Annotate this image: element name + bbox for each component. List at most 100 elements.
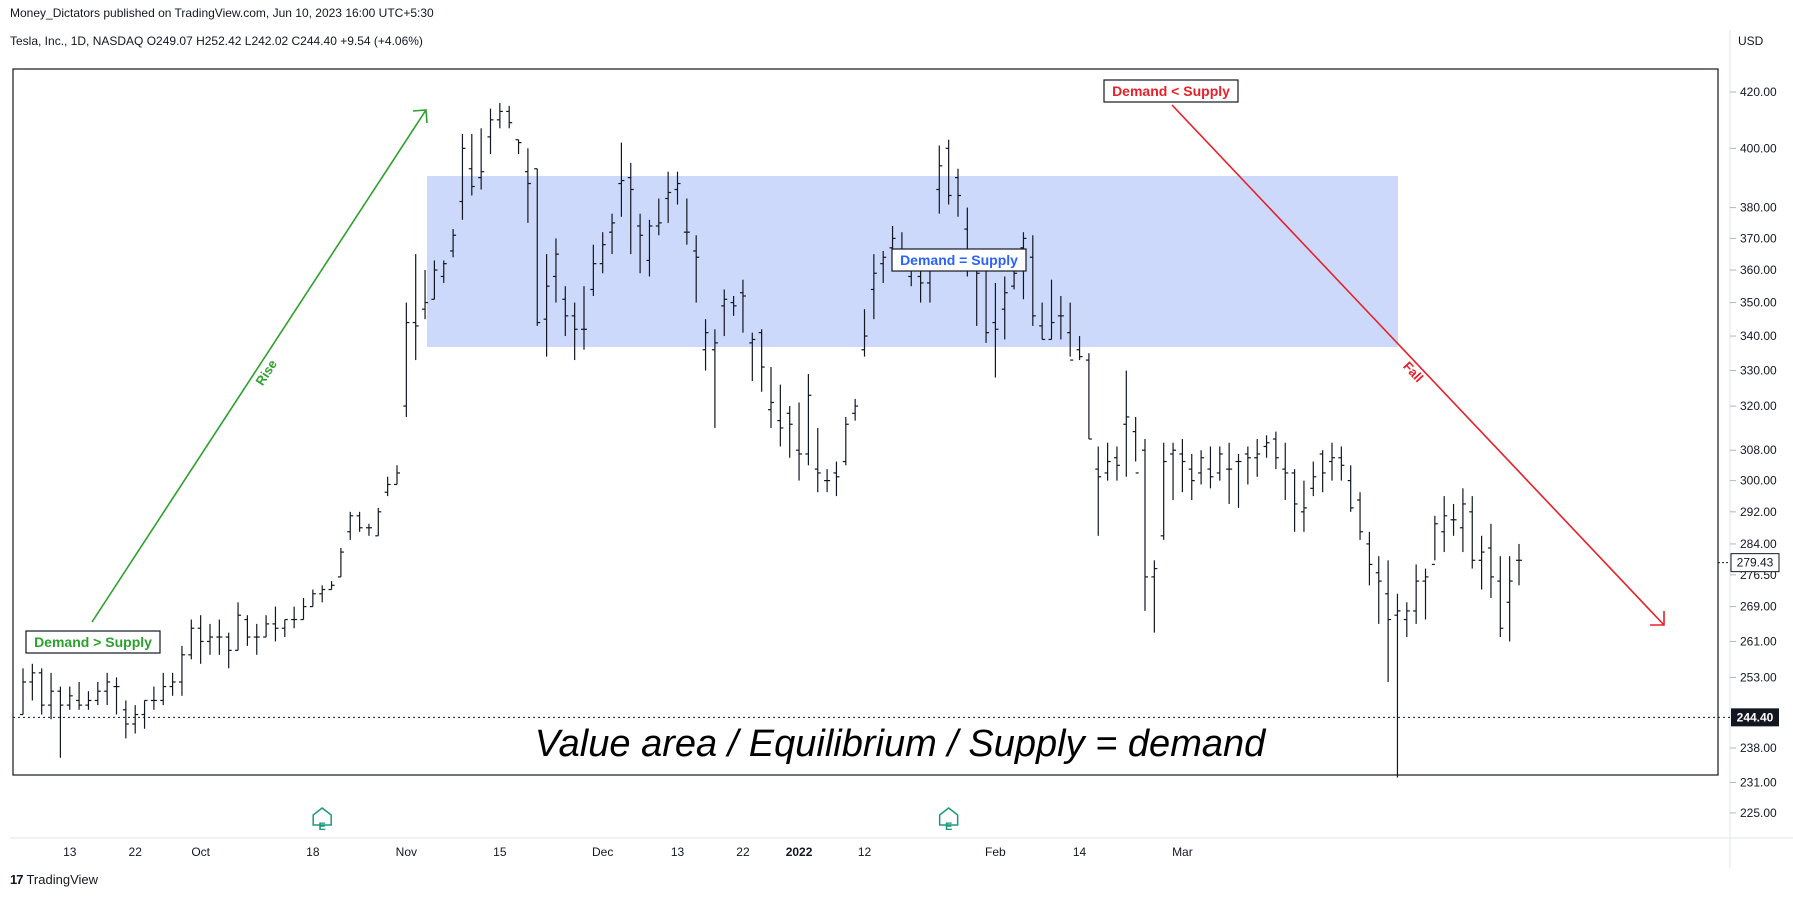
ohlc-bar — [571, 302, 578, 361]
ohlc-bar — [1057, 295, 1064, 340]
earnings-marker-label: E — [945, 821, 952, 833]
fall-arrow — [1171, 104, 1665, 626]
current-price-badge[interactable] — [1731, 708, 1779, 727]
currency-label[interactable]: USD — [1738, 34, 1764, 48]
ohlc-bar — [1048, 279, 1055, 341]
ohlc-bar — [581, 286, 587, 350]
ohlc-bar — [992, 282, 999, 378]
ohlc-bar — [1459, 488, 1466, 553]
ohlc-bar — [94, 681, 101, 706]
ohlc-bar — [150, 686, 157, 710]
x-tick-label: 22 — [736, 845, 750, 859]
ohlc-bar — [646, 219, 653, 277]
ohlc-bar — [955, 168, 961, 217]
ohlc-bar — [1132, 416, 1139, 474]
ohlc-bar — [805, 374, 812, 466]
ohlc-bar — [1366, 531, 1373, 586]
ohlc-bar — [459, 134, 466, 220]
ohlc-bar — [1422, 568, 1429, 620]
ohlc-bar — [824, 469, 831, 493]
ohlc-bar — [609, 213, 616, 255]
ohlc-bar — [1198, 450, 1205, 485]
ohlc-bar — [412, 254, 419, 361]
ohlc-bar — [721, 289, 728, 337]
x-tick-label: 14 — [1073, 845, 1087, 859]
ohlc-bar — [543, 254, 550, 357]
ohlc-bar — [627, 162, 634, 255]
ohlc-bar — [440, 260, 447, 283]
ohlc-bar — [1170, 442, 1177, 501]
ohlc-bar — [1291, 469, 1298, 532]
ohlc-bar — [244, 615, 251, 646]
ohlc-bar — [1039, 302, 1046, 341]
ohlc-bar — [1188, 453, 1195, 501]
symbol-ohlc-line[interactable]: Tesla, Inc., 1D, NASDAQ O249.07 H252.42 … — [10, 34, 423, 48]
demand-lt-supply-box[interactable] — [1103, 79, 1239, 103]
demand-gt-supply-label: Demand > Supply — [34, 634, 152, 650]
y-tick-label: 284.00 — [1740, 537, 1777, 551]
earnings-marker-label: E — [319, 821, 326, 833]
y-tick-label: 231.00 — [1740, 775, 1777, 789]
ohlc-bar — [1310, 461, 1317, 497]
ohlc-bar — [487, 108, 494, 155]
price-axis[interactable]: 420.00 400.00 380.00 370.00 360.00 350.00 340.… — [1730, 85, 1777, 820]
fall-arrow-head — [1650, 611, 1665, 626]
demand-eq-supply-box[interactable] — [891, 248, 1027, 272]
ohlc-bar — [178, 645, 185, 696]
ohlc-bar — [496, 103, 503, 129]
tradingview-logo-mark: 17 — [10, 872, 24, 887]
ohlc-bar — [702, 319, 709, 371]
ohlc-bar — [730, 295, 737, 316]
ohlc-bar — [122, 700, 129, 739]
ohlc-bar — [207, 623, 213, 655]
tradingview-logo[interactable]: 17 TradingView — [10, 872, 98, 887]
ohlc-bar — [833, 461, 840, 497]
marker-price-badge[interactable] — [1730, 553, 1780, 573]
ohlc-bar — [1300, 480, 1307, 532]
x-tick-label: 13 — [671, 845, 685, 859]
ohlc-bar — [1441, 496, 1448, 553]
y-tick-label: 400.00 — [1740, 141, 1777, 155]
ohlc-bar — [786, 406, 793, 458]
demand-eq-supply-label: Demand = Supply — [900, 252, 1018, 268]
ohlc-bar — [1375, 556, 1382, 624]
ohlc-bar — [683, 198, 690, 245]
demand-lt-supply-label: Demand < Supply — [1112, 83, 1230, 99]
x-tick-label: 2022 — [786, 845, 813, 859]
ohlc-bar — [1487, 523, 1494, 599]
ohlc-bar — [1216, 446, 1223, 481]
y-tick-label: 420.00 — [1740, 85, 1777, 99]
ohlc-bar — [300, 598, 307, 621]
ohlc-bar — [1254, 439, 1261, 477]
y-tick-label: 330.00 — [1740, 364, 1777, 378]
y-tick-label: 320.00 — [1740, 399, 1777, 413]
ohlc-bar — [1431, 515, 1438, 566]
ohlc-bar — [1123, 370, 1130, 477]
x-tick-label: Dec — [592, 845, 613, 859]
ohlc-bar — [693, 235, 700, 303]
ohlc-bar — [216, 619, 223, 655]
ohlc-bar — [842, 416, 849, 466]
ohlc-bar — [188, 619, 195, 660]
ohlc-bar — [1357, 492, 1364, 540]
ohlc-bar — [758, 329, 765, 392]
ohlc-bar — [1338, 446, 1345, 481]
ohlc-bar — [1497, 556, 1504, 638]
time-axis[interactable]: 13 22 Oct 18 Nov 15 Dec 13 22 2022 12 Feb 14 Mar — [63, 845, 1193, 859]
earnings-marker-icon[interactable] — [938, 807, 959, 826]
ohlc-bar — [945, 139, 952, 205]
ohlc-bar — [1076, 336, 1083, 361]
price-pane[interactable] — [12, 68, 1719, 776]
ohlc-bar — [57, 686, 64, 758]
ohlc-bar — [1329, 442, 1335, 481]
earnings-marker-icon[interactable] — [312, 807, 332, 826]
ohlc-bar — [328, 581, 335, 591]
ohlc-bar — [403, 302, 410, 417]
ohlc-bar — [76, 681, 83, 710]
ohlc-bar — [1403, 602, 1410, 638]
y-tick-label: 370.00 — [1740, 231, 1777, 245]
ohlc-bar — [1029, 235, 1036, 326]
demand-gt-supply-box[interactable] — [25, 630, 161, 654]
current-price-label: 244.40 — [1737, 710, 1774, 724]
